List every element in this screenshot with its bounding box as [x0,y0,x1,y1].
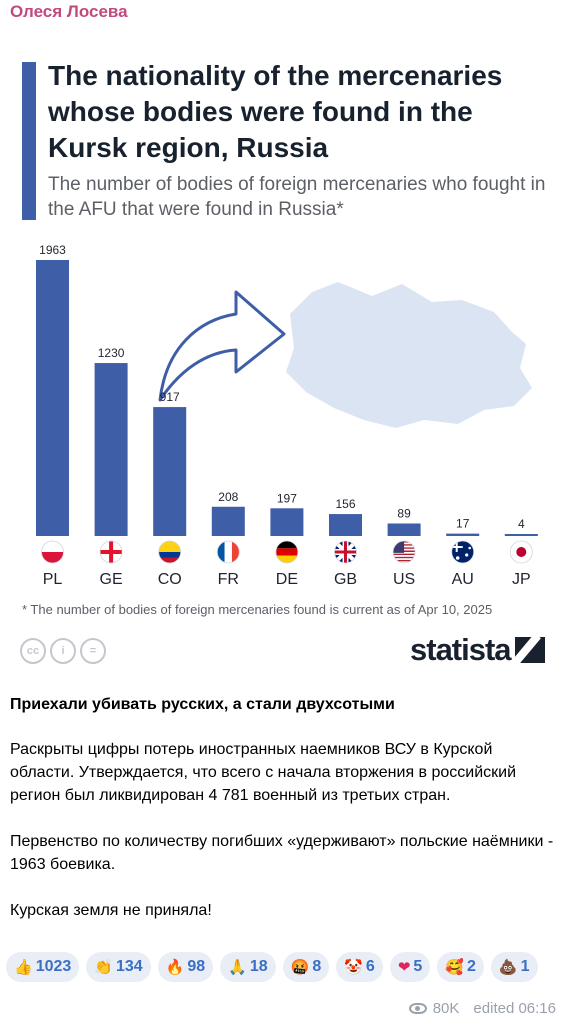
flag-uk-icon [334,540,357,564]
bar-value-label: 1963 [39,243,66,257]
category-label: GB [334,571,357,588]
bar-AU [446,533,480,536]
bar-value-label: 4 [518,517,525,531]
post-heading: Приехали убивать русских, а стали двухсо… [10,696,395,713]
category-label: GE [100,571,123,588]
flag-georgia-icon [99,540,123,564]
infographic-image[interactable]: The nationality of the mercenaries whose… [0,32,568,682]
thumbs-up-icon: 👍 [14,958,33,976]
reaction-clown[interactable]: 🤡 6 [336,952,383,982]
reaction-pray[interactable]: 🙏 18 [220,952,276,982]
infographic-subtitle: The number of bodies of foreign mercenar… [48,174,546,220]
fire-icon: 🔥 [165,958,185,976]
reaction-angry[interactable]: 🤬 8 [282,952,330,982]
bar-CO [153,407,187,536]
flag-japan-icon [509,540,533,564]
post-paragraph: Первенство по количеству погибших «удерж… [10,833,554,873]
arrow-icon [158,290,286,402]
category-label: JP [512,571,531,588]
angry-face-icon: 🤬 [290,958,310,976]
reaction-count: 1023 [35,958,72,975]
reaction-fire[interactable]: 🔥 98 [157,952,214,982]
post-paragraph: Раскрыты цифры потерь иностранных наемни… [10,741,517,804]
cc-icon: cc [20,638,46,664]
bar-value-label: 208 [218,490,238,504]
bar-GB [329,514,362,536]
bar-value-label: 156 [335,497,355,511]
bar-chart: 1963 1230 917 208 197 156 89 17 4 PL GE CO FR DE GB US… [36,243,538,588]
flag-australia-icon [451,540,475,564]
eye-icon [408,1003,427,1014]
clap-icon: 👏 [94,958,113,976]
category-label: FR [218,571,239,588]
bar-FR [211,506,245,536]
brand-name: statista [410,632,512,667]
no-derivatives-icon: = [80,638,106,664]
bar-value-label: 917 [160,390,180,404]
bar-GE [94,363,128,536]
reaction-count: 1 [520,958,530,975]
kursk-region-map [286,282,532,428]
bar-value-label: 197 [277,491,297,505]
clown-icon: 🤡 [344,958,363,976]
reaction-thumbs-up[interactable]: 👍 1023 [6,952,80,982]
flag-colombia-icon [158,540,182,564]
attribution-icon: i [50,638,76,664]
reaction-count: 6 [365,958,375,975]
reaction-count: 18 [249,958,268,975]
reaction-count: 98 [187,958,206,975]
bar-value-label: 1230 [98,346,125,360]
category-label: AU [452,571,474,588]
reactions-bar: 👍 1023 👏 134 🔥 98 🙏 18 🤬 8 🤡 6 ❤ 5 🥰 2 💩 1 [6,952,562,982]
license-icons: cc i = [20,638,106,664]
reaction-count: 134 [115,958,143,975]
reaction-poop[interactable]: 💩 1 [490,952,538,982]
flag-poland-icon [41,540,64,564]
view-count: 80K [432,1000,460,1017]
statista-mark-icon [514,637,545,663]
category-label: US [393,571,415,588]
chart-footnote: * The number of bodies of foreign mercen… [22,602,493,617]
smiling-hearts-icon: 🥰 [445,958,464,976]
author-name[interactable]: Олеся Лосева [10,2,128,21]
reaction-count: 5 [413,958,423,975]
title-accent-bar [22,62,36,220]
reaction-count: 2 [467,958,476,975]
post-meta: 80K edited 06:16 [408,1000,556,1017]
category-label: DE [276,571,298,588]
post-paragraph: Курская земля не приняла! [10,902,212,919]
flag-usa-icon [392,540,416,564]
flag-germany-icon [275,540,299,564]
post-text: Приехали убивать русских, а стали двухсо… [10,694,558,945]
bar-DE [270,508,304,536]
category-label: CO [158,571,182,588]
reaction-clap[interactable]: 👏 134 [86,952,151,982]
reaction-count: 8 [312,958,322,975]
infographic-title: The nationality of the mercenaries whose… [48,60,503,163]
flag-france-icon [216,540,240,564]
bar-value-label: 17 [456,517,470,531]
edited-time: edited 06:16 [473,1000,556,1017]
bar-US [387,523,421,536]
reaction-love-face[interactable]: 🥰 2 [437,952,484,982]
pray-icon: 🙏 [228,958,247,976]
bar-JP [504,534,538,536]
heart-icon: ❤ [397,958,411,976]
bar-value-label: 89 [397,506,411,520]
poop-icon: 💩 [498,958,518,976]
reaction-heart[interactable]: ❤ 5 [389,952,431,982]
category-label: PL [43,571,63,588]
statista-logo: statista [410,632,545,668]
bar-PL [36,260,69,536]
